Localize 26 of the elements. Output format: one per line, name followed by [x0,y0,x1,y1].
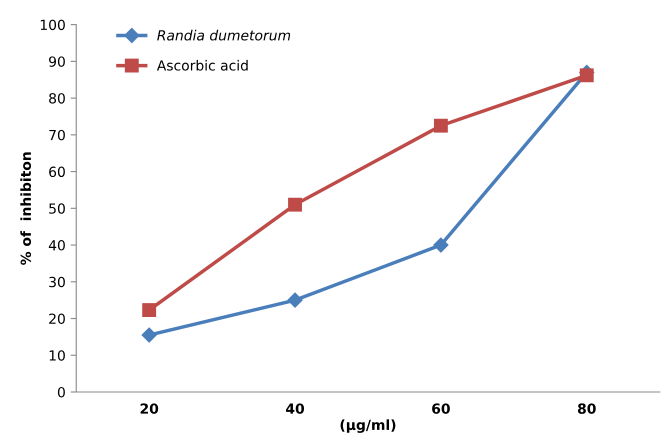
legend-label: Ascorbic acid [156,60,248,71]
point [142,303,156,318]
y-tick-label: 30 [49,276,65,288]
y-tick-label: 20 [49,313,65,324]
x-tick-label: 60 [432,403,450,414]
legend-label: Randia dumetorum [157,30,290,41]
point [288,198,302,212]
y-tick-label: 50 [49,203,65,214]
x-axis-title: (µg/ml) [340,419,396,433]
y-tick-label: 70 [49,130,65,140]
point [287,292,303,308]
y-tick-label: 60 [49,166,65,178]
y-tick-label: 0 [58,386,65,398]
y-tick-label: 100 [40,20,65,30]
point [434,118,448,133]
y-tick-label: 90 [49,56,65,67]
x-tick-label: 80 [578,403,596,414]
point [580,68,594,82]
x-tick-label: 40 [286,403,304,414]
y-tick-label: 10 [50,350,65,361]
y-axis-title: % of inhibiton [20,152,32,265]
y-tick-label: 40 [48,240,65,251]
point [433,237,448,253]
x-tick-label: 20 [140,403,158,414]
y-tick-label: 80 [49,93,65,104]
point [142,327,157,343]
